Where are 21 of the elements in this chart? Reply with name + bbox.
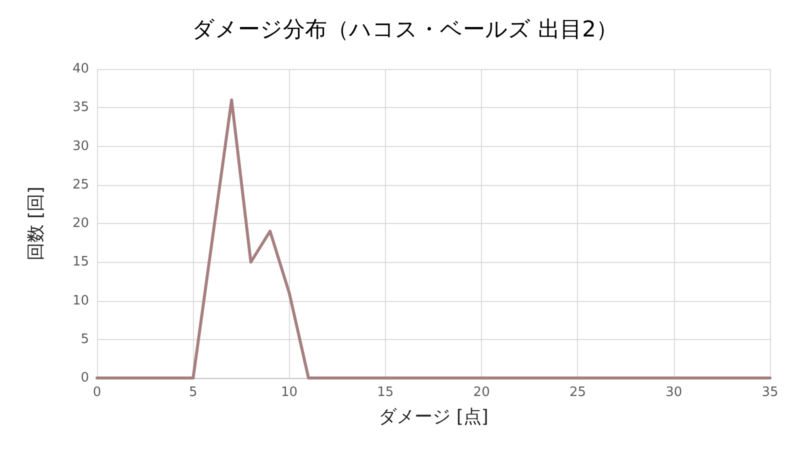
- y-tick-label: 35: [72, 100, 89, 116]
- x-tick-label: 25: [569, 385, 586, 400]
- y-tick-label: 10: [72, 293, 89, 308]
- x-tick-label: 15: [377, 385, 394, 400]
- y-tick-label: 20: [72, 216, 89, 231]
- y-tick-label: 25: [72, 177, 89, 192]
- x-tick-label: 20: [473, 385, 490, 400]
- y-axis-title: 回数 [回]: [26, 186, 46, 260]
- x-axis-title: ダメージ [点]: [378, 406, 488, 428]
- y-tick-label: 30: [72, 138, 89, 154]
- y-tick-label: 0: [80, 370, 89, 386]
- x-tick-label: 35: [762, 385, 778, 400]
- x-tick-label: 0: [92, 385, 102, 400]
- line-series: [96, 98, 772, 380]
- y-tick-label: 15: [72, 254, 89, 270]
- chart-title: ダメージ分布（ハコス・ベールズ 出目2）: [192, 18, 618, 42]
- y-tick-label: 40: [72, 62, 89, 76]
- x-tick-label: 30: [666, 385, 682, 400]
- y-tick-label: 5: [80, 332, 89, 347]
- x-tick-label: 10: [281, 385, 298, 400]
- x-tick-label: 5: [189, 385, 198, 400]
